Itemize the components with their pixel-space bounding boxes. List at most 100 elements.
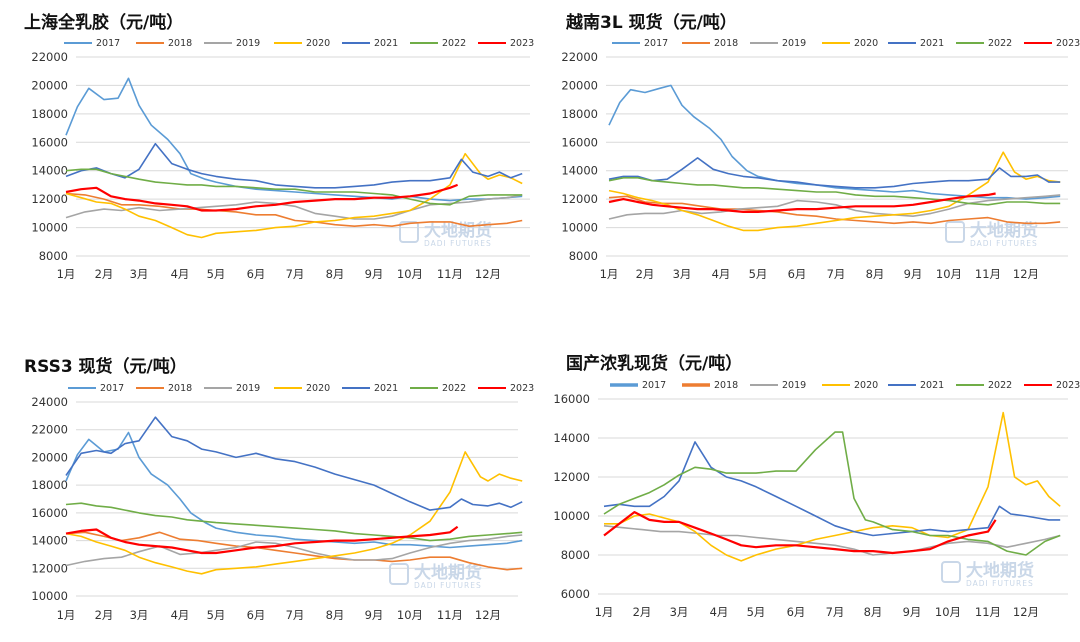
chart-panel-1: 上海全乳胶（元/吨） 8000 10000 12000 14000 16000 18000 2… <box>24 12 534 281</box>
x-tick-label: 12月 <box>1013 267 1039 281</box>
y-tick-label: 10000 <box>553 509 590 523</box>
watermark-name: 大地期货 <box>414 562 482 583</box>
x-tick-label: 5月 <box>207 608 226 622</box>
x-tick-label: 10月 <box>397 267 423 281</box>
series-line-2020 <box>65 451 523 575</box>
legend-label-2022: 2022 <box>988 380 1012 391</box>
y-tick-label: 24000 <box>31 395 68 409</box>
series-line-2018 <box>65 531 523 571</box>
legend-label-2019: 2019 <box>236 383 260 394</box>
y-tick-label: 22000 <box>561 50 598 64</box>
x-tick-label: 8月 <box>866 267 885 281</box>
y-tick-label: 12000 <box>31 192 68 206</box>
y-tick-label: 20000 <box>561 78 598 92</box>
legend-label-2023: 2023 <box>510 38 534 49</box>
series-line-2022 <box>608 177 1061 206</box>
legend-label-2021: 2021 <box>920 38 944 49</box>
x-tick-label: 5月 <box>747 605 766 619</box>
legend-label-2021: 2021 <box>920 380 944 391</box>
legend-label-2019: 2019 <box>782 38 806 49</box>
chart-title: 越南3L 现货（元/吨） <box>565 12 737 33</box>
series-line-2019 <box>603 525 1061 556</box>
series-line-2023 <box>65 183 458 212</box>
watermark-sub: DADI FUTURES <box>414 581 482 590</box>
legend-label-2018: 2018 <box>168 38 192 49</box>
y-tick-label: 12000 <box>31 561 68 575</box>
chart-title: 国产浓乳现货（元/吨） <box>566 353 742 374</box>
y-tick-label: 14000 <box>31 534 68 548</box>
x-tick-label: 6月 <box>247 267 266 281</box>
legend-label-2020: 2020 <box>306 383 330 394</box>
x-tick-label: 9月 <box>903 605 922 619</box>
y-tick-label: 14000 <box>561 164 598 178</box>
chart-title: RSS3 现货（元/吨） <box>24 356 187 377</box>
y-tick-label: 22000 <box>31 423 68 437</box>
legend-label-2020: 2020 <box>854 380 878 391</box>
x-tick-label: 9月 <box>365 608 384 622</box>
y-tick-label: 14000 <box>553 431 590 445</box>
x-tick-label: 3月 <box>130 608 149 622</box>
y-tick-label: 8000 <box>561 548 590 562</box>
x-tick-label: 8月 <box>326 608 345 622</box>
series-line-2021 <box>608 157 1061 189</box>
chart-panel-2: 越南3L 现货（元/吨） 8000 10000 12000 14000 16000 1800… <box>561 12 1080 281</box>
legend-label-2023: 2023 <box>1056 380 1080 391</box>
legend-label-2017: 2017 <box>96 38 120 49</box>
legend-label-2018: 2018 <box>714 380 738 391</box>
legend-label-2018: 2018 <box>714 38 738 49</box>
series-line-2022 <box>65 502 523 542</box>
x-tick-label: 10月 <box>935 605 961 619</box>
x-tick-label: 5月 <box>207 267 226 281</box>
y-tick-label: 6000 <box>561 587 590 601</box>
x-tick-label: 2月 <box>636 267 655 281</box>
watermark-name: 大地期货 <box>970 220 1038 241</box>
x-tick-label: 11月 <box>437 267 463 281</box>
series-line-2023 <box>603 510 997 555</box>
y-tick-label: 10000 <box>561 221 598 235</box>
legend-label-2018: 2018 <box>168 383 192 394</box>
x-tick-label: 2月 <box>95 608 114 622</box>
x-tick-label: 1月 <box>595 605 614 619</box>
y-tick-label: 18000 <box>561 107 598 121</box>
y-tick-label: 18000 <box>31 478 68 492</box>
x-tick-label: 3月 <box>130 267 149 281</box>
legend-label-2017: 2017 <box>100 383 124 394</box>
watermark-logo <box>399 221 419 243</box>
watermark-logo <box>941 561 961 583</box>
series-line-2020 <box>604 411 1061 562</box>
x-tick-label: 2月 <box>95 267 114 281</box>
chart-title: 上海全乳胶（元/吨） <box>24 12 183 33</box>
x-tick-label: 7月 <box>286 608 305 622</box>
y-tick-label: 12000 <box>553 470 590 484</box>
legend-label-2023: 2023 <box>510 383 534 394</box>
x-tick-label: 3月 <box>673 267 692 281</box>
series-line-2019 <box>65 194 523 220</box>
x-tick-label: 12月 <box>475 267 501 281</box>
x-tick-label: 4月 <box>171 608 190 622</box>
series-line-2019 <box>65 534 523 567</box>
x-tick-label: 1月 <box>57 267 76 281</box>
y-tick-label: 8000 <box>39 249 68 263</box>
series-line-2020 <box>608 151 1061 232</box>
legend-label-2023: 2023 <box>1056 38 1080 49</box>
legend-label-2020: 2020 <box>306 38 330 49</box>
y-tick-label: 16000 <box>553 392 590 406</box>
x-tick-label: 11月 <box>975 605 1001 619</box>
legend-label-2021: 2021 <box>374 383 398 394</box>
x-tick-label: 11月 <box>437 608 463 622</box>
y-tick-label: 20000 <box>31 78 68 92</box>
series-line-2022 <box>65 168 523 206</box>
y-tick-label: 12000 <box>561 192 598 206</box>
chart-panel-4: 国产浓乳现货（元/吨） 6000 8000 10000 12000 14000 16000 1… <box>553 353 1080 619</box>
y-tick-label: 8000 <box>569 249 598 263</box>
x-tick-label: 1月 <box>57 608 76 622</box>
x-tick-label: 10月 <box>936 267 962 281</box>
x-tick-label: 7月 <box>286 267 305 281</box>
watermark-logo <box>945 221 965 243</box>
